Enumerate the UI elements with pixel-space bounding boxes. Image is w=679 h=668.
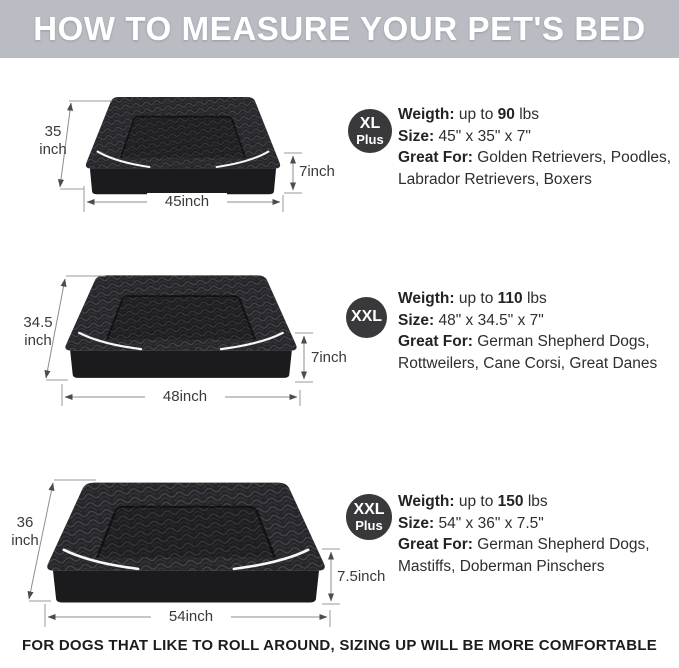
dim-width-value: 35 xyxy=(44,123,62,140)
dim-length-label: 48inch xyxy=(145,388,225,406)
great-for-label: Great For: xyxy=(398,536,473,553)
bed-inner-cushion xyxy=(106,296,256,340)
pet-bed-illustration xyxy=(65,275,297,378)
badge-label-line1: XXL xyxy=(353,501,385,519)
bed-bolster-ridge xyxy=(95,505,277,558)
size-value: 48" x 34.5" x 7" xyxy=(438,311,544,329)
page-title: HOW TO MEASURE YOUR PET'S BED xyxy=(33,10,646,47)
fur-texture xyxy=(85,97,281,169)
footer-note: FOR DOGS THAT LIKE TO ROLL AROUND, SIZIN… xyxy=(21,637,658,654)
dim-height-label: 7.5inch xyxy=(337,568,386,585)
great-for-value: Golden Retrievers, Poodles, Labrador Ret… xyxy=(398,149,672,188)
bed-piping-right xyxy=(232,548,310,571)
weight-line: Weigth: up to 90 lbs xyxy=(398,104,679,126)
header-banner: HOW TO MEASURE YOUR PET'S BED xyxy=(0,0,679,58)
weight-value: 150 xyxy=(497,493,524,510)
dim-length-label: 54inch xyxy=(151,608,231,626)
size-line: Size: 54" x 36" x 7.5" xyxy=(398,513,679,535)
badge-label-line2: Plus xyxy=(355,517,383,533)
badge-label-line1: XL xyxy=(359,115,381,133)
size-value: 45" x 35" x 7" xyxy=(438,127,531,145)
bed-piping-left xyxy=(62,548,140,571)
badge-label-line2: Plus xyxy=(356,131,384,147)
weight-unit: lbs xyxy=(519,106,540,123)
weight-label: Weigth: xyxy=(398,106,455,123)
great-for-label: Great For: xyxy=(398,149,473,166)
dim-width-label: 35 inch xyxy=(29,123,77,159)
dim-width-label: 36 inch xyxy=(1,514,49,550)
size-badge: XXL xyxy=(346,297,387,338)
great-for-value: German Shepherd Dogs, Rottweilers, Cane … xyxy=(398,333,658,372)
pet-bed-illustration xyxy=(47,482,325,603)
dim-width-unit: inch xyxy=(39,141,67,158)
size-value: 54" x 36" x 7.5" xyxy=(438,514,544,532)
fur-texture xyxy=(65,275,297,351)
size-line: Size: 48" x 34.5" x 7" xyxy=(398,310,679,332)
great-for-line: Great For: German Shepherd Dogs, Rottwei… xyxy=(398,331,679,374)
bed-base xyxy=(70,350,292,378)
bed-piping-left xyxy=(96,150,151,169)
dim-width-unit: inch xyxy=(24,332,52,349)
pet-bed-illustration xyxy=(85,97,281,195)
weight-line: Weigth: up to 110 lbs xyxy=(398,288,679,310)
size-badge: XL Plus xyxy=(348,109,392,153)
bed-base xyxy=(53,570,319,603)
weight-value: 90 xyxy=(497,106,515,123)
weight-pre: up to xyxy=(458,106,494,123)
dim-width-value: 36 xyxy=(16,514,34,531)
dim-height-label: 7inch xyxy=(311,349,347,366)
info-block: Weigth: up to 110 lbs Size: 48" x 34.5" … xyxy=(398,288,679,374)
weight-line: Weigth: up to 150 lbs xyxy=(398,491,679,513)
weight-label: Weigth: xyxy=(398,493,455,510)
weight-pre: up to xyxy=(458,290,494,307)
dim-length-label: 45inch xyxy=(147,193,227,211)
weight-value: 110 xyxy=(497,290,523,307)
dim-width-unit: inch xyxy=(11,532,39,549)
bed-inner-cushion xyxy=(120,116,246,158)
bed-bolster-ridge xyxy=(105,295,257,340)
great-for-line: Great For: Golden Retrievers, Poodles, L… xyxy=(398,147,679,190)
bed-piping-right xyxy=(215,150,270,169)
weight-label: Weigth: xyxy=(398,290,455,307)
bed-base xyxy=(89,168,277,195)
size-label: Size: xyxy=(398,127,435,145)
weight-pre: up to xyxy=(458,493,494,510)
info-block: Weigth: up to 90 lbs Size: 45" x 35" x 7… xyxy=(398,104,679,190)
great-for-value: German Shepherd Dogs, Mastiffs, Doberman… xyxy=(398,536,650,575)
size-badge: XXL Plus xyxy=(346,494,392,540)
bed-piping-right xyxy=(219,331,284,351)
weight-unit: lbs xyxy=(526,290,547,307)
bed-piping-left xyxy=(78,331,143,351)
fur-texture xyxy=(47,482,325,571)
dim-height-label: 7inch xyxy=(299,163,335,180)
weight-unit: lbs xyxy=(527,493,548,510)
badge-label-line1: XXL xyxy=(350,308,383,326)
size-label: Size: xyxy=(398,311,435,329)
size-label: Size: xyxy=(398,514,435,532)
great-for-label: Great For: xyxy=(398,333,473,350)
bed-bolster-ridge xyxy=(119,115,247,159)
great-for-line: Great For: German Shepherd Dogs, Mastiff… xyxy=(398,534,679,577)
size-line: Size: 45" x 35" x 7" xyxy=(398,126,679,148)
info-block: Weigth: up to 150 lbs Size: 54" x 36" x … xyxy=(398,491,679,577)
dim-width-value: 34.5 xyxy=(23,314,53,331)
dim-width-label: 34.5 inch xyxy=(13,314,63,350)
bed-inner-cushion xyxy=(97,506,275,558)
